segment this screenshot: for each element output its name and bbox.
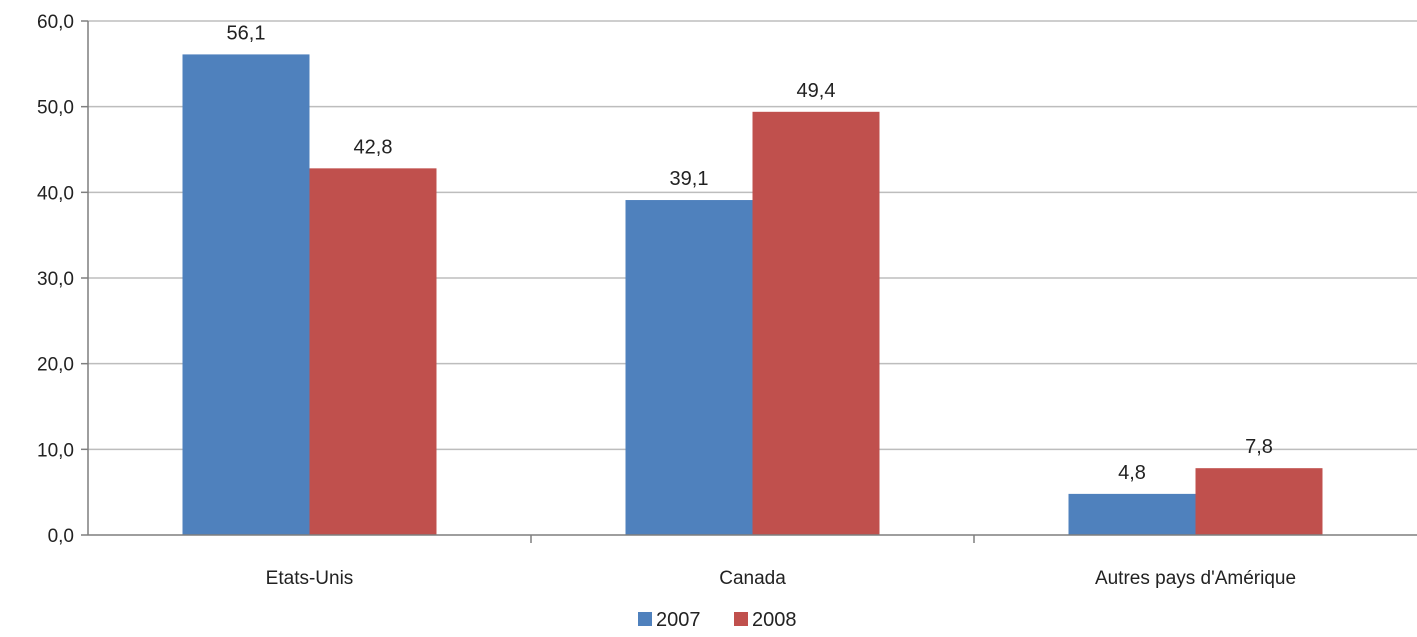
axes — [81, 20, 1417, 543]
data-label-2008-2: 7,8 — [1245, 436, 1273, 458]
category-labels: Etats-Unis Canada Autres pays d'Amérique — [266, 568, 1296, 589]
category-label-1: Canada — [719, 568, 786, 589]
y-tick-label-1: 10,0 — [37, 440, 74, 461]
legend: 2007 2008 — [638, 609, 797, 631]
y-tick-label-2: 20,0 — [37, 355, 74, 376]
bar-2007-0 — [182, 54, 310, 535]
legend-label-2008: 2008 — [752, 609, 797, 631]
legend-label-2007: 2007 — [656, 609, 701, 631]
data-label-2008-0: 42,8 — [354, 136, 393, 158]
data-labels: 56,1 42,8 39,1 49,4 4,8 7,8 — [227, 22, 1273, 483]
y-tick-label-5: 50,0 — [37, 98, 74, 119]
bar-2008-1 — [752, 111, 880, 535]
y-tick-label-0: 0,0 — [48, 526, 74, 547]
category-label-2: Autres pays d'Amérique — [1095, 568, 1296, 589]
y-tick-label-4: 40,0 — [37, 183, 74, 204]
legend-swatch-2007 — [638, 612, 652, 626]
y-axis-tick-labels: 0,0 10,0 20,0 30,0 40,0 50,0 60,0 — [37, 12, 74, 547]
y-tick-label-6: 60,0 — [37, 12, 74, 33]
bars — [182, 54, 1323, 535]
legend-swatch-2008 — [734, 612, 748, 626]
category-label-0: Etats-Unis — [266, 568, 354, 589]
bar-2008-0 — [309, 168, 437, 535]
bar-2007-2 — [1068, 493, 1196, 535]
bar-2008-2 — [1195, 468, 1323, 535]
data-label-2007-0: 56,1 — [227, 22, 266, 44]
data-label-2007-1: 39,1 — [670, 168, 709, 190]
data-label-2007-2: 4,8 — [1118, 462, 1146, 484]
bar-2007-1 — [625, 200, 753, 535]
data-label-2008-1: 49,4 — [797, 80, 836, 102]
y-tick-label-3: 30,0 — [37, 269, 74, 290]
